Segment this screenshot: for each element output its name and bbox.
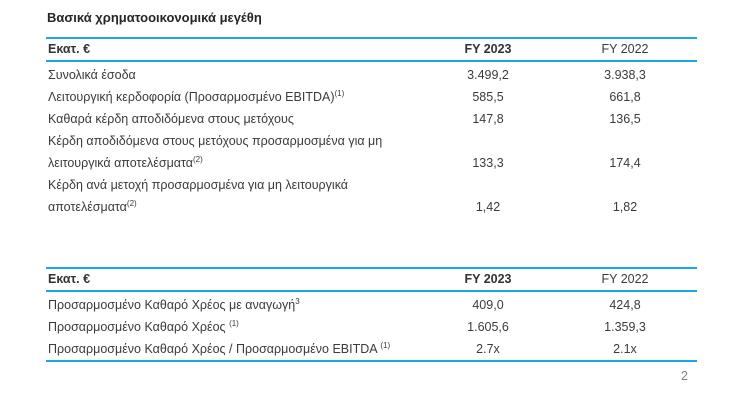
header-fy2023: FY 2023 xyxy=(464,42,512,56)
row-label: Συνολικά έσοδα xyxy=(48,68,136,82)
value-fy2022: 1,82 xyxy=(612,200,638,214)
footnote-marker: (1) xyxy=(229,318,239,328)
footnote-marker: 3 xyxy=(295,296,300,306)
table-row: Συνολικά έσοδα 3.499,2 3.938,3 xyxy=(46,61,697,86)
footnote-marker: (2) xyxy=(126,198,137,208)
value-fy2023: 1.605,6 xyxy=(467,320,509,334)
value-fy2023: 409,0 xyxy=(472,298,504,312)
table-row: Προσαρμοσμένο Καθαρό Χρέος / Προσαρμοσμέ… xyxy=(46,338,697,361)
table-row: Προσαρμοσμένο Καθαρό Χρέος με αναγωγή3 40… xyxy=(46,291,697,316)
table-row: Λειτουργική κερδοφορία (Προσαρμοσμένο EB… xyxy=(46,86,697,108)
row-label: Κέρδη αποδιδόμενα στους μετόχους προσαρμ… xyxy=(48,134,383,170)
value-fy2022: 1.359,3 xyxy=(604,320,646,334)
value-fy2023: 3.499,2 xyxy=(467,68,509,82)
header-fy2022: FY 2022 xyxy=(601,272,649,286)
table-row: Προσαρμοσμένο Καθαρό Χρέος (1) 1.605,6 1.3… xyxy=(46,316,697,338)
header-unit-label: Εκατ. € xyxy=(48,272,91,286)
table-row: Καθαρά κέρδη αποδιδόμενα στους μετόχους 1… xyxy=(46,108,697,130)
table-body: Προσαρμοσμένο Καθαρό Χρέος με αναγωγή3 40… xyxy=(46,291,697,361)
value-fy2022: 424,8 xyxy=(609,298,641,312)
header-unit-label: Εκατ. € xyxy=(48,42,91,56)
value-fy2022: 174,4 xyxy=(609,156,641,170)
row-label: Λειτουργική κερδοφορία (Προσαρμοσμένο EB… xyxy=(48,88,345,104)
table-row: Κέρδη ανά μετοχή προσαρμοσμένα για μη λε… xyxy=(46,174,697,218)
value-fy2023: 1,42 xyxy=(475,200,501,214)
value-fy2023: 2.7x xyxy=(476,342,500,356)
financial-table-net-debt: Εκατ. € FY 2023 FY 2022 Προσαρμοσμένο Κα… xyxy=(46,267,697,362)
page-number: 2 xyxy=(681,369,688,383)
table-row: Κέρδη αποδιδόμενα στους μετόχους προσαρμ… xyxy=(46,130,697,174)
row-label: Προσαρμοσμένο Καθαρό Χρέος (1) xyxy=(48,318,239,334)
row-label: Προσαρμοσμένο Καθαρό Χρέος με αναγωγή3 xyxy=(48,296,300,312)
header-fy2023: FY 2023 xyxy=(464,272,512,286)
financial-table-key-figures: Εκατ. € FY 2023 FY 2022 Συνολικά έσοδα 3.… xyxy=(46,37,697,218)
table-header-row: Εκατ. € FY 2023 FY 2022 xyxy=(46,268,697,291)
row-label: Προσαρμοσμένο Καθαρό Χρέος / Προσαρμοσμέ… xyxy=(48,340,391,356)
header-fy2022: FY 2022 xyxy=(601,42,649,56)
value-fy2023: 585,5 xyxy=(472,90,504,104)
footnote-marker: (1) xyxy=(334,88,345,98)
table-header-row: Εκατ. € FY 2023 FY 2022 xyxy=(46,38,697,61)
value-fy2022: 136,5 xyxy=(609,112,641,126)
value-fy2022: 3.938,3 xyxy=(604,68,646,82)
value-fy2022: 2.1x xyxy=(613,342,637,356)
page-content: Βασικά χρηματοοικονομικά μεγέθη Εκατ. € … xyxy=(46,0,697,362)
footnote-marker: (1) xyxy=(380,340,391,350)
footnote-marker: (2) xyxy=(193,154,203,164)
value-fy2023: 147,8 xyxy=(472,112,504,126)
row-label: Καθαρά κέρδη αποδιδόμενα στους μετόχους xyxy=(48,112,294,126)
value-fy2022: 661,8 xyxy=(609,90,641,104)
table-body: Συνολικά έσοδα 3.499,2 3.938,3 Λειτουργική … xyxy=(46,61,697,218)
value-fy2023: 133,3 xyxy=(472,156,504,170)
page-title: Βασικά χρηματοοικονομικά μεγέθη xyxy=(47,10,262,25)
row-label: Κέρδη ανά μετοχή προσαρμοσμένα για μη λε… xyxy=(48,178,349,214)
